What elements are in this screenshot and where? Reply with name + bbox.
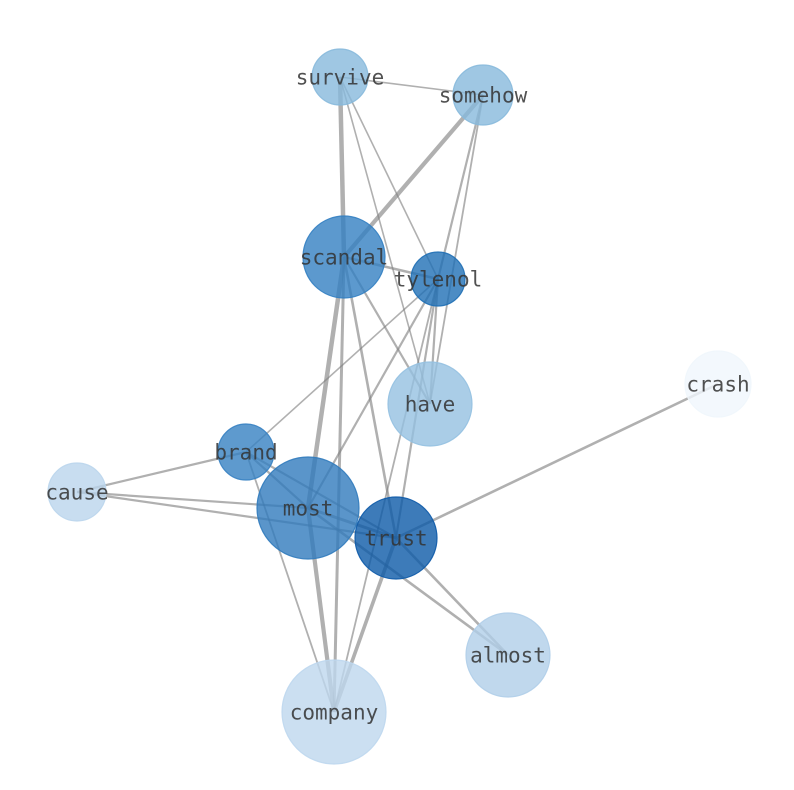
node-label-scandal: scandal xyxy=(300,245,389,269)
node-have xyxy=(387,361,473,447)
node-label-company: company xyxy=(290,700,379,724)
node-label-trust: trust xyxy=(364,526,427,550)
node-brand xyxy=(217,423,275,481)
node-label-crash: crash xyxy=(686,372,749,396)
node-cause xyxy=(47,462,107,522)
node-label-most: most xyxy=(283,496,334,520)
edge-tylenol-company xyxy=(333,278,439,713)
edge-survive-have xyxy=(339,76,431,405)
node-label-survive: survive xyxy=(296,65,385,89)
node-label-somehow: somehow xyxy=(439,83,528,107)
node-label-have: have xyxy=(405,392,456,416)
node-most xyxy=(256,456,360,560)
node-label-tylenol: tylenol xyxy=(394,267,483,291)
node-survive xyxy=(311,48,369,106)
edge-somehow-have xyxy=(429,94,484,405)
node-label-cause: cause xyxy=(45,480,108,504)
edge-tylenol-brand xyxy=(245,278,439,453)
edge-somehow-tylenol xyxy=(436,94,485,280)
node-crash xyxy=(684,350,752,418)
node-trust xyxy=(354,496,438,580)
edge-trust-crash xyxy=(395,382,719,540)
node-scandal xyxy=(302,215,386,299)
node-somehow xyxy=(452,64,514,126)
node-tylenol xyxy=(410,251,466,307)
node-label-almost: almost xyxy=(470,643,546,667)
edge-survive-tylenol xyxy=(339,76,439,280)
node-label-brand: brand xyxy=(214,440,277,464)
node-almost xyxy=(465,612,551,698)
node-company xyxy=(281,659,387,765)
